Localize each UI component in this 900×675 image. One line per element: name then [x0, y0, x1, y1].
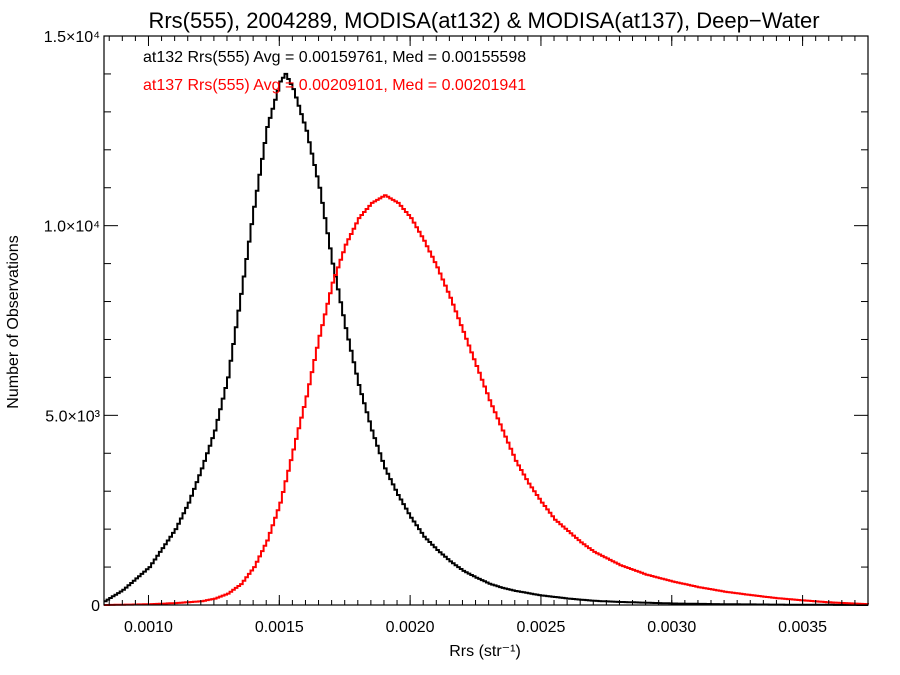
x-tick-label: 0.0015	[255, 619, 304, 636]
series-line-at132	[104, 72, 868, 606]
axis-layer: 0.0010 0.0015 0.0020 0.0025 0.0030 0.0035 0 5.0…	[44, 29, 868, 636]
x-axis-label: Rrs (str⁻¹)	[449, 643, 521, 660]
y-tick-label: 0	[91, 598, 100, 615]
plot-frame	[103, 35, 869, 606]
chart-title: Rrs(555), 2004289, MODISA(at132) & MODIS…	[148, 8, 819, 33]
x-tick-label: 0.0035	[778, 619, 827, 636]
x-tick-label: 0.0030	[647, 619, 696, 636]
series-layer	[104, 72, 869, 606]
y-axis-label: Number of Observations	[5, 235, 22, 408]
y-tick-label: 1.5×10⁴	[44, 29, 100, 46]
legend-entry-at137: at137 Rrs(555) Avg = 0.00209101, Med = 0…	[143, 77, 526, 94]
series-line-at137	[104, 194, 869, 606]
x-tick-label: 0.0020	[386, 619, 435, 636]
x-tick-label: 0.0025	[516, 619, 565, 636]
legend-entry-at132: at132 Rrs(555) Avg = 0.00159761, Med = 0…	[143, 49, 526, 66]
y-tick-label: 5.0×10³	[45, 408, 100, 425]
legend: at132 Rrs(555) Avg = 0.00159761, Med = 0…	[143, 49, 526, 94]
y-tick-label: 1.0×10⁴	[44, 219, 100, 236]
x-tick-label: 0.0010	[124, 619, 173, 636]
